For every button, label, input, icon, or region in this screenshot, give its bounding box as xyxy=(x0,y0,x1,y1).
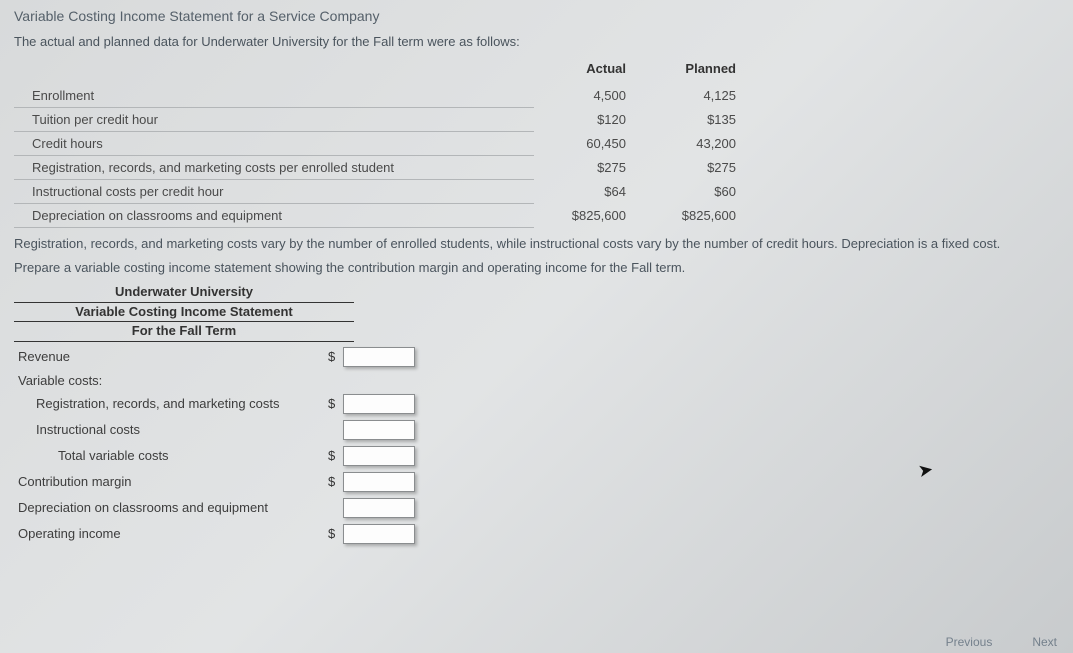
row-planned: $135 xyxy=(644,108,754,132)
statement-row: Total variable costs$ xyxy=(14,443,419,469)
col-planned: Planned xyxy=(644,57,754,84)
currency-symbol: $ xyxy=(324,344,339,370)
cost-note: Registration, records, and marketing cos… xyxy=(14,234,1059,254)
amount-input[interactable] xyxy=(343,394,415,414)
statement-row: Depreciation on classrooms and equipment xyxy=(14,495,419,521)
statement-row: Operating income$ xyxy=(14,521,419,547)
nav-buttons: Previous Next xyxy=(946,635,1057,649)
currency-symbol xyxy=(324,495,339,521)
input-cell xyxy=(339,344,419,370)
stmt-line3: For the Fall Term xyxy=(14,322,354,342)
statement-header: Underwater University Variable Costing I… xyxy=(14,283,354,342)
statement-table: Revenue$Variable costs:Registration, rec… xyxy=(14,344,419,547)
statement-label: Total variable costs xyxy=(14,443,324,469)
intro-text: The actual and planned data for Underwat… xyxy=(14,34,1059,49)
row-label: Credit hours xyxy=(14,132,534,156)
input-cell xyxy=(339,443,419,469)
row-label: Registration, records, and marketing cos… xyxy=(14,156,534,180)
table-row: Credit hours60,45043,200 xyxy=(14,132,754,156)
data-table: Actual Planned Enrollment4,5004,125Tuiti… xyxy=(14,57,754,228)
statement-label: Contribution margin xyxy=(14,469,324,495)
currency-symbol: $ xyxy=(324,469,339,495)
amount-input[interactable] xyxy=(343,446,415,466)
row-planned: 43,200 xyxy=(644,132,754,156)
row-planned: $60 xyxy=(644,180,754,204)
currency-symbol: $ xyxy=(324,391,339,417)
input-cell xyxy=(339,391,419,417)
cursor-icon: ➤ xyxy=(916,459,935,482)
statement-row: Contribution margin$ xyxy=(14,469,419,495)
statement-label: Registration, records, and marketing cos… xyxy=(14,391,324,417)
statement-label: Revenue xyxy=(14,344,324,370)
currency-symbol: $ xyxy=(324,443,339,469)
table-row: Instructional costs per credit hour$64$6… xyxy=(14,180,754,204)
page-title: Variable Costing Income Statement for a … xyxy=(14,8,1059,24)
statement-label: Operating income xyxy=(14,521,324,547)
statement-row: Revenue$ xyxy=(14,344,419,370)
row-planned: $825,600 xyxy=(644,204,754,228)
statement-label: Variable costs: xyxy=(14,370,324,391)
row-actual: 4,500 xyxy=(534,84,644,108)
input-cell xyxy=(339,495,419,521)
row-planned: 4,125 xyxy=(644,84,754,108)
statement-row: Instructional costs xyxy=(14,417,419,443)
amount-input[interactable] xyxy=(343,347,415,367)
input-cell xyxy=(339,469,419,495)
table-row: Registration, records, and marketing cos… xyxy=(14,156,754,180)
currency-symbol: $ xyxy=(324,521,339,547)
table-row: Tuition per credit hour$120$135 xyxy=(14,108,754,132)
table-row: Depreciation on classrooms and equipment… xyxy=(14,204,754,228)
row-actual: 60,450 xyxy=(534,132,644,156)
currency-symbol xyxy=(324,417,339,443)
instruction-text: Prepare a variable costing income statem… xyxy=(14,258,1059,278)
statement-row: Registration, records, and marketing cos… xyxy=(14,391,419,417)
col-blank xyxy=(14,57,534,84)
statement-label: Instructional costs xyxy=(14,417,324,443)
stmt-line2: Variable Costing Income Statement xyxy=(14,303,354,323)
row-planned: $275 xyxy=(644,156,754,180)
row-label: Tuition per credit hour xyxy=(14,108,534,132)
previous-button[interactable]: Previous xyxy=(946,635,993,649)
row-label: Instructional costs per credit hour xyxy=(14,180,534,204)
statement-label: Depreciation on classrooms and equipment xyxy=(14,495,324,521)
input-cell xyxy=(339,370,419,391)
row-actual: $275 xyxy=(534,156,644,180)
input-cell xyxy=(339,417,419,443)
table-row: Enrollment4,5004,125 xyxy=(14,84,754,108)
amount-input[interactable] xyxy=(343,498,415,518)
next-button[interactable]: Next xyxy=(1032,635,1057,649)
amount-input[interactable] xyxy=(343,524,415,544)
amount-input[interactable] xyxy=(343,420,415,440)
statement-row: Variable costs: xyxy=(14,370,419,391)
row-actual: $825,600 xyxy=(534,204,644,228)
currency-symbol xyxy=(324,370,339,391)
row-label: Enrollment xyxy=(14,84,534,108)
stmt-line1: Underwater University xyxy=(14,283,354,303)
row-actual: $64 xyxy=(534,180,644,204)
row-actual: $120 xyxy=(534,108,644,132)
amount-input[interactable] xyxy=(343,472,415,492)
input-cell xyxy=(339,521,419,547)
col-actual: Actual xyxy=(534,57,644,84)
row-label: Depreciation on classrooms and equipment xyxy=(14,204,534,228)
